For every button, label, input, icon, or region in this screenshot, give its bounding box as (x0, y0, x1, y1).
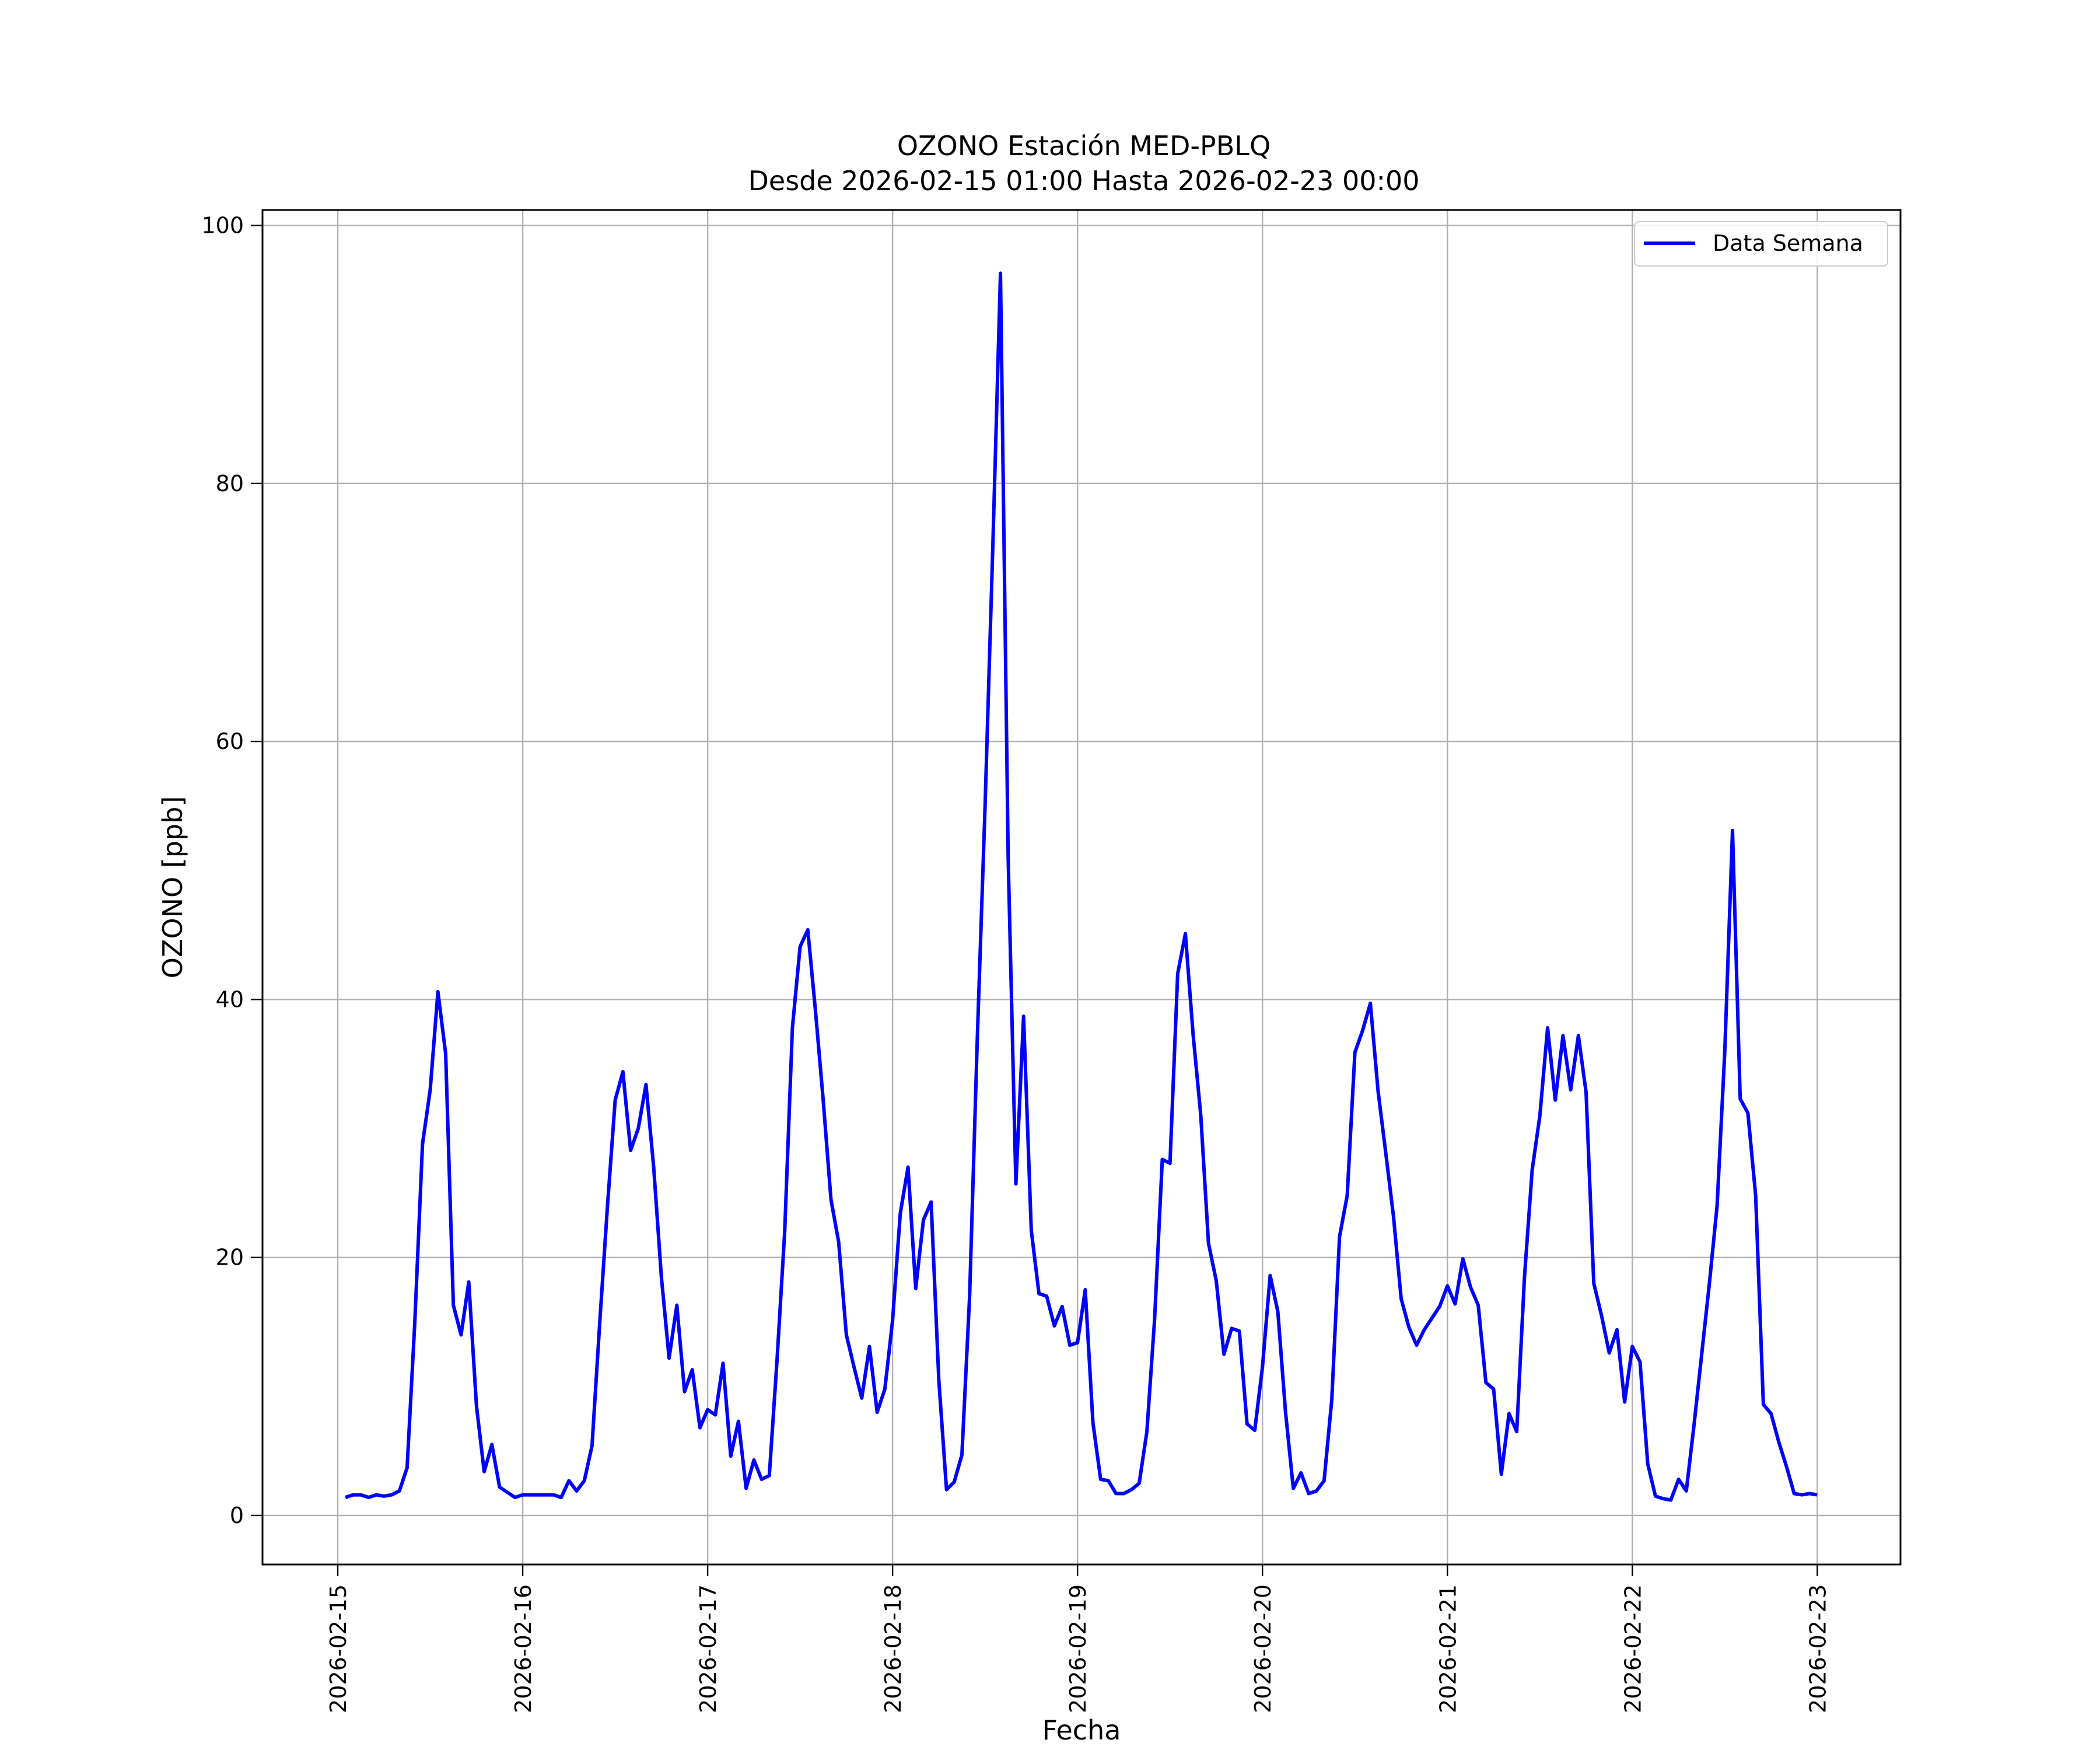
x-axis: 2026-02-15 2026-02-16 2026-02-17 2026-02-18… (326, 1564, 1831, 1713)
plot-area (345, 271, 1818, 1502)
x-tick-label: 2026-02-19 (1065, 1584, 1091, 1713)
axes-frame (261, 209, 1902, 1566)
series-line-0 (345, 271, 1818, 1502)
x-tick-label: 2026-02-23 (1805, 1584, 1831, 1713)
y-axis-label: OZONO [ppb] (157, 796, 188, 979)
x-tick-label: 2026-02-15 (326, 1584, 351, 1713)
x-tick-label: 2026-02-20 (1250, 1584, 1276, 1713)
chart-subtitle: Desde 2026-02-15 01:00 Hasta 2026-02-23 … (748, 165, 1419, 197)
x-tick-label: 2026-02-17 (695, 1584, 721, 1713)
x-tick-label: 2026-02-22 (1620, 1584, 1646, 1713)
x-tick-label: 2026-02-21 (1435, 1584, 1461, 1713)
y-tick-label: 80 (216, 471, 244, 496)
legend: Data Semana (1634, 221, 1888, 267)
legend-box (1634, 221, 1888, 267)
x-axis-label: Fecha (1042, 1714, 1121, 1746)
y-tick-label: 0 (230, 1503, 244, 1528)
legend-label: Data Semana (1713, 230, 1863, 256)
y-tick-label: 20 (216, 1245, 244, 1270)
chart-title: OZONO Estación MED-PBLQ (897, 130, 1270, 162)
y-axis: 0 20 40 60 80 100 (201, 213, 262, 1528)
y-tick-label: 40 (216, 986, 244, 1012)
x-tick-label: 2026-02-16 (510, 1584, 536, 1713)
y-tick-label: 100 (201, 213, 244, 239)
x-tick-label: 2026-02-18 (880, 1584, 906, 1713)
grid-lines (262, 210, 1901, 1564)
y-tick-label: 60 (216, 729, 244, 754)
